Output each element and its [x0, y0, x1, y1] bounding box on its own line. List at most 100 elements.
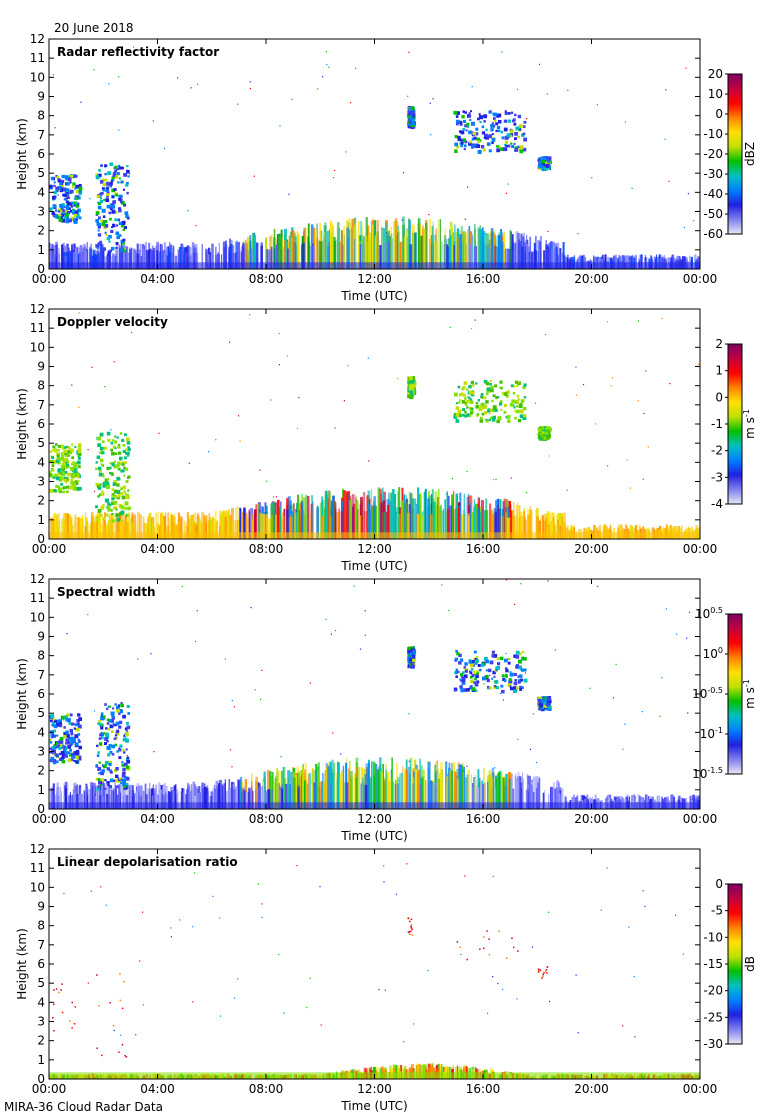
y-tick-label: 9 [37, 630, 45, 644]
colorbar-3: 100.5 100 10-0.5 10-1 10-1.5 m s-1 [692, 606, 757, 781]
y-tick-label: 6 [37, 687, 45, 701]
y-tick-label: 9 [37, 360, 45, 374]
y-tick-label: 3 [37, 205, 45, 219]
y-tick-label: 4 [37, 725, 45, 739]
colorbar-gradient [727, 883, 743, 1045]
y-tick-label: 3 [37, 745, 45, 759]
y-tick-label: 5 [37, 976, 45, 990]
colorbar-tick-label: -40 [703, 187, 723, 201]
y-tick-label: 12 [30, 572, 45, 586]
x-tick-label: 00:00 [683, 812, 718, 826]
x-tick-label: 20:00 [574, 542, 609, 556]
x-tick-label: 00:00 [683, 1082, 718, 1096]
y-tick-label: 8 [37, 919, 45, 933]
y-tick-label: 2 [37, 494, 45, 508]
panel-4-frame [48, 848, 701, 1080]
y-tick-label: 2 [37, 1034, 45, 1048]
panel-title: Doppler velocity [57, 315, 168, 329]
y-tick-label: 11 [30, 591, 45, 605]
colorbar-tick-label: -10 [703, 127, 723, 141]
y-tick-label: 10 [30, 340, 45, 354]
colorbar-tick-label: 2 [715, 337, 723, 351]
y-tick-label: 11 [30, 861, 45, 875]
colorbar-gradient [727, 613, 743, 775]
x-axis-label: Time (UTC) [340, 829, 407, 843]
x-axis-label: Time (UTC) [340, 559, 407, 573]
y-tick-label: 12 [30, 302, 45, 316]
colorbar-tick-label: -2 [711, 444, 723, 458]
y-tick-label: 2 [37, 764, 45, 778]
y-tick-label: 4 [37, 185, 45, 199]
x-tick-label: 16:00 [466, 542, 501, 556]
colorbar-2: 2 1 0 -1 -2 -3 -4 m s-1 [711, 337, 757, 511]
x-tick-label: 12:00 [357, 1082, 392, 1096]
x-tick-label: 04:00 [140, 272, 175, 286]
y-tick-label: 10 [30, 880, 45, 894]
y-tick-label: 8 [37, 109, 45, 123]
y-tick-label: 3 [37, 475, 45, 489]
panel-2-data [49, 312, 700, 539]
y-tick-label: 10 [30, 610, 45, 624]
panel-4-data [49, 855, 700, 1079]
colorbar-tick-label: -5 [711, 904, 723, 918]
x-tick-label: 00:00 [683, 272, 718, 286]
colorbar-tick-label: 10-1 [700, 726, 723, 741]
colorbar-tick-label: -25 [703, 1010, 723, 1024]
y-tick-label: 5 [37, 436, 45, 450]
y-tick-label: 0 [37, 532, 45, 546]
x-tick-label: 20:00 [574, 812, 609, 826]
colorbar-tick-label: 100.5 [695, 606, 723, 621]
y-tick-label: 9 [37, 90, 45, 104]
colorbar-tick-label: 100 [703, 646, 723, 661]
colorbar-tick-label: -3 [711, 470, 723, 484]
y-tick-label: 6 [37, 957, 45, 971]
colorbar-tick-label: -15 [703, 957, 723, 971]
colorbar-tick-label: 0 [715, 390, 723, 404]
colorbar-tick-label: -4 [711, 497, 723, 511]
x-tick-label: 20:00 [574, 1082, 609, 1096]
y-tick-label: 2 [37, 224, 45, 238]
x-tick-label: 16:00 [466, 272, 501, 286]
y-tick-label: 6 [37, 417, 45, 431]
y-tick-label: 12 [30, 32, 45, 46]
y-tick-label: 11 [30, 51, 45, 65]
colorbar-tick-label: 20 [708, 67, 723, 81]
x-tick-label: 04:00 [140, 542, 175, 556]
colorbar-label: dB [743, 956, 757, 972]
colorbar-tick-label: -20 [703, 147, 723, 161]
x-tick-label: 08:00 [249, 1082, 284, 1096]
date-label: 20 June 2018 [54, 21, 134, 35]
y-tick-label: 11 [30, 321, 45, 335]
x-tick-label: 00:00 [683, 542, 718, 556]
x-tick-label: 00:00 [32, 542, 67, 556]
colorbar-tick-label: 10 [708, 87, 723, 101]
y-tick-label: 7 [37, 398, 45, 412]
colorbar-tick-label: 10-1.5 [692, 766, 723, 781]
y-tick-label: 9 [37, 900, 45, 914]
y-tick-label: 7 [37, 668, 45, 682]
x-tick-label: 12:00 [357, 272, 392, 286]
colorbar-tick-label: 0 [715, 107, 723, 121]
x-axis-label: Time (UTC) [340, 1099, 407, 1113]
colorbar-tick-label: -10 [703, 930, 723, 944]
y-tick-label: 6 [37, 147, 45, 161]
y-tick-label: 0 [37, 802, 45, 816]
colorbar-tick-label: 1 [715, 364, 723, 378]
x-tick-label: 04:00 [140, 1082, 175, 1096]
panel-title: Linear depolarisation ratio [57, 855, 238, 869]
y-tick-label: 5 [37, 166, 45, 180]
panel-title: Radar reflectivity factor [57, 45, 219, 59]
colorbar-4: 0 -5 -10 -15 -20 -25 -30 dB [703, 877, 757, 1051]
colorbar-label: m s-1 [742, 409, 757, 439]
x-tick-label: 00:00 [32, 272, 67, 286]
y-tick-label: 3 [37, 1015, 45, 1029]
panel-title: Spectral width [57, 585, 156, 599]
y-tick-label: 1 [37, 513, 45, 527]
y-tick-label: 1 [37, 783, 45, 797]
y-axis-label: Height (km) [15, 388, 29, 459]
y-tick-label: 0 [37, 1072, 45, 1086]
y-tick-label: 1 [37, 243, 45, 257]
